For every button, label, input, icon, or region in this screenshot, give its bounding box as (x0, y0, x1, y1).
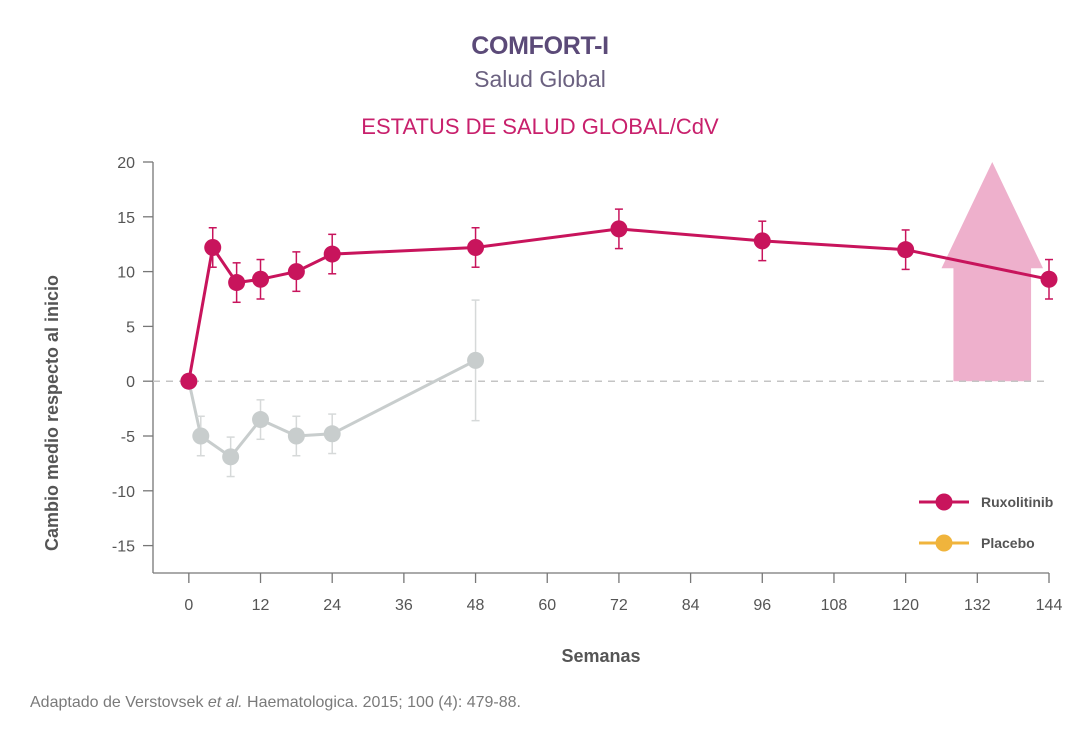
caption-prefix: Adaptado de Verstovsek (30, 694, 208, 711)
data-point-placebo (222, 448, 240, 466)
y-tick-label: 5 (126, 319, 135, 336)
upward-arrow-shape (941, 162, 1044, 382)
caption-italic: et al. (207, 694, 243, 711)
y-tick-label: 15 (117, 210, 135, 227)
data-point-ruxolitinib (287, 263, 305, 281)
x-tick-label: 72 (610, 597, 628, 614)
data-point-ruxolitinib (180, 372, 198, 390)
series-layer (180, 208, 1058, 478)
data-point-placebo (192, 427, 210, 445)
x-tick-label: 36 (395, 597, 413, 614)
legend-label-placebo: Placebo (981, 535, 1035, 551)
x-tick-label: 84 (682, 597, 700, 614)
chart-title: COMFORT-I (471, 32, 609, 60)
y-axis-title: Cambio medio respecto al inicio (42, 275, 62, 551)
y-tick-label: -5 (121, 429, 135, 446)
x-tick-label: 120 (892, 597, 919, 614)
x-tick-label: 0 (184, 597, 193, 614)
x-tick-label: 12 (252, 597, 270, 614)
x-tick-label: 132 (964, 597, 991, 614)
data-point-placebo (467, 351, 485, 369)
x-tick-label: 108 (821, 597, 848, 614)
legend-item-placebo: Placebo (919, 534, 1035, 552)
axes: 20 15 10 5 0 -5 -10 -15 0 12 24 36 48 60 72 84 96 108 120 1… (112, 155, 1063, 614)
series-placebo (180, 299, 485, 478)
y-tick-label: 10 (117, 265, 135, 282)
y-tick-label: 0 (126, 374, 135, 391)
data-point-ruxolitinib (1040, 270, 1058, 288)
data-point-ruxolitinib (897, 241, 915, 259)
x-tick-label: 144 (1036, 597, 1063, 614)
x-tick-label: 60 (538, 597, 556, 614)
x-tick-label: 24 (323, 597, 341, 614)
data-point-ruxolitinib (252, 270, 270, 288)
legend-item-ruxolitinib: Ruxolitinib (919, 493, 1053, 511)
caption-suffix: Haematologica. 2015; 100 (4): 479-88. (242, 694, 521, 711)
data-point-placebo (252, 411, 270, 429)
x-tick-label: 48 (467, 597, 485, 614)
data-point-ruxolitinib (610, 220, 628, 238)
chart-subtitle: Salud Global (474, 66, 606, 92)
data-point-placebo (323, 425, 341, 443)
legend-marker-ruxolitinib (935, 493, 953, 511)
legend: Ruxolitinib Placebo (919, 493, 1053, 552)
upward-arrow-annotation (941, 162, 1044, 382)
legend-label-ruxolitinib: Ruxolitinib (981, 494, 1053, 510)
y-tick-label: -15 (112, 539, 135, 556)
source-caption: Adaptado de Verstovsek et al. Haematolog… (30, 694, 521, 712)
data-point-ruxolitinib (204, 238, 222, 256)
legend-marker-placebo (935, 534, 953, 552)
data-point-placebo (287, 427, 305, 445)
series-ruxolitinib (180, 208, 1058, 390)
data-point-ruxolitinib (323, 245, 341, 263)
chart-heading: ESTATUS DE SALUD GLOBAL/CdV (361, 114, 719, 139)
data-point-ruxolitinib (753, 232, 771, 250)
x-axis-title: Semanas (561, 646, 640, 666)
y-tick-label: -10 (112, 484, 135, 501)
series-line-ruxolitinib (187, 227, 1050, 382)
x-tick-label: 96 (753, 597, 771, 614)
y-tick-label: 20 (117, 155, 135, 172)
data-point-ruxolitinib (467, 238, 485, 256)
data-point-ruxolitinib (228, 274, 246, 292)
